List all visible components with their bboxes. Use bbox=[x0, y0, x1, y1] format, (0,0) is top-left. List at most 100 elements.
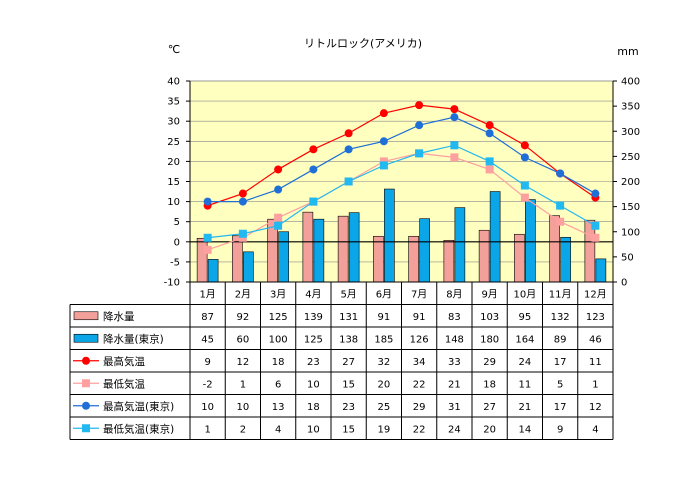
right-tick-label: 50 bbox=[621, 252, 634, 263]
chart-title: リトルロック(アメリカ) bbox=[304, 37, 422, 50]
left-tick-label: -5 bbox=[170, 257, 180, 268]
bar-rain-tokyo bbox=[243, 251, 254, 283]
series-point bbox=[520, 153, 529, 162]
bar-rain bbox=[443, 239, 455, 283]
series-point bbox=[309, 165, 318, 174]
bar-rain-tokyo bbox=[525, 199, 536, 283]
table-cell: 20 bbox=[378, 379, 391, 390]
series-point bbox=[485, 121, 494, 130]
table-cell: 27 bbox=[342, 357, 355, 368]
month-label: 7月 bbox=[411, 288, 427, 300]
legend-marker bbox=[82, 401, 90, 410]
table-cell: 103 bbox=[480, 312, 499, 323]
bar-rain bbox=[232, 235, 243, 283]
series-point bbox=[238, 189, 247, 198]
table-cell: 95 bbox=[519, 312, 532, 323]
table-cell: 12 bbox=[589, 402, 602, 413]
legend-swatch bbox=[73, 333, 99, 343]
plot-area bbox=[190, 81, 613, 283]
series-point bbox=[274, 165, 283, 174]
table-cell: 125 bbox=[269, 312, 288, 323]
left-tick-label: 30 bbox=[167, 117, 180, 128]
table-cell: 89 bbox=[554, 334, 567, 345]
table-cell: 180 bbox=[480, 334, 499, 345]
series-line bbox=[207, 116, 596, 203]
table-cell: 25 bbox=[378, 402, 391, 413]
series-point bbox=[238, 229, 247, 238]
legend-marker bbox=[82, 379, 90, 388]
table-cell: 17 bbox=[554, 357, 567, 368]
table-cell: 24 bbox=[519, 357, 532, 368]
bar-rain-tokyo bbox=[313, 218, 325, 283]
series-point bbox=[309, 197, 318, 206]
bar-rain-tokyo bbox=[278, 231, 289, 283]
month-label: 4月 bbox=[305, 288, 321, 300]
month-label: 11月 bbox=[549, 288, 572, 300]
table-cell: 10 bbox=[307, 424, 320, 435]
legend-label: 最低気温 bbox=[103, 377, 145, 390]
month-label: 9月 bbox=[481, 288, 497, 300]
right-tick-label: 350 bbox=[621, 102, 640, 113]
series-point bbox=[274, 221, 283, 230]
table-cell: 22 bbox=[413, 424, 426, 435]
legend-marker bbox=[82, 424, 90, 433]
legend-label: 最高気温 bbox=[103, 355, 145, 368]
month-label: 2月 bbox=[235, 288, 251, 300]
bar-rain bbox=[337, 215, 349, 283]
table-cell: 83 bbox=[448, 312, 461, 323]
table-cell: 92 bbox=[237, 312, 250, 323]
month-label: 3月 bbox=[270, 288, 286, 300]
series-point bbox=[203, 197, 212, 206]
series-point bbox=[379, 137, 388, 146]
table-cell: 131 bbox=[339, 312, 358, 323]
table-cell: 11 bbox=[519, 379, 532, 390]
series-line bbox=[207, 144, 596, 239]
table-cell: 6 bbox=[275, 379, 281, 390]
table-cell: 20 bbox=[483, 424, 496, 435]
table-cell: 11 bbox=[589, 357, 602, 368]
series-point bbox=[520, 181, 529, 190]
series-point bbox=[415, 101, 424, 110]
table-cell: 10 bbox=[201, 402, 214, 413]
table-cell: 148 bbox=[445, 334, 464, 345]
series-point bbox=[450, 113, 459, 122]
table-cell: 4 bbox=[592, 424, 598, 435]
table-cell: 132 bbox=[551, 312, 570, 323]
series-point bbox=[309, 145, 318, 154]
table-cell: 139 bbox=[304, 312, 323, 323]
series-point bbox=[520, 193, 529, 202]
series-point bbox=[450, 141, 459, 150]
table-cell: 126 bbox=[410, 334, 429, 345]
table-cell: 15 bbox=[342, 379, 355, 390]
bar-rain-tokyo bbox=[384, 188, 395, 283]
bar-rain-tokyo bbox=[489, 191, 501, 283]
bar-rain-tokyo bbox=[207, 259, 219, 283]
bar-rain bbox=[302, 211, 314, 283]
right-tick-label: 100 bbox=[621, 227, 640, 238]
table-cell: 13 bbox=[272, 402, 285, 413]
month-label: 5月 bbox=[340, 288, 356, 300]
table-cell: 29 bbox=[483, 357, 496, 368]
right-tick-label: 400 bbox=[621, 77, 640, 88]
table-cell: 1 bbox=[240, 379, 246, 390]
table-cell: 32 bbox=[378, 357, 391, 368]
series-point bbox=[238, 197, 247, 206]
left-tick-label: -10 bbox=[164, 278, 180, 289]
series-point bbox=[591, 233, 600, 242]
left-tick-label: 15 bbox=[167, 177, 180, 188]
table-cell: 100 bbox=[269, 334, 288, 345]
legend-label: 最高気温(東京) bbox=[103, 400, 174, 413]
series-point bbox=[379, 161, 388, 170]
right-tick-label: 250 bbox=[621, 152, 640, 163]
legend-label: 最低気温(東京) bbox=[103, 422, 174, 435]
table-cell: 91 bbox=[413, 312, 426, 323]
series-point bbox=[274, 213, 283, 222]
table-cell: 91 bbox=[378, 312, 391, 323]
series-point bbox=[238, 233, 247, 242]
left-tick-label: 25 bbox=[167, 137, 180, 148]
table-cell: 23 bbox=[342, 402, 355, 413]
left-tick-label: 10 bbox=[167, 197, 180, 208]
table-cell: -2 bbox=[203, 379, 213, 390]
table-cell: 45 bbox=[201, 334, 214, 345]
